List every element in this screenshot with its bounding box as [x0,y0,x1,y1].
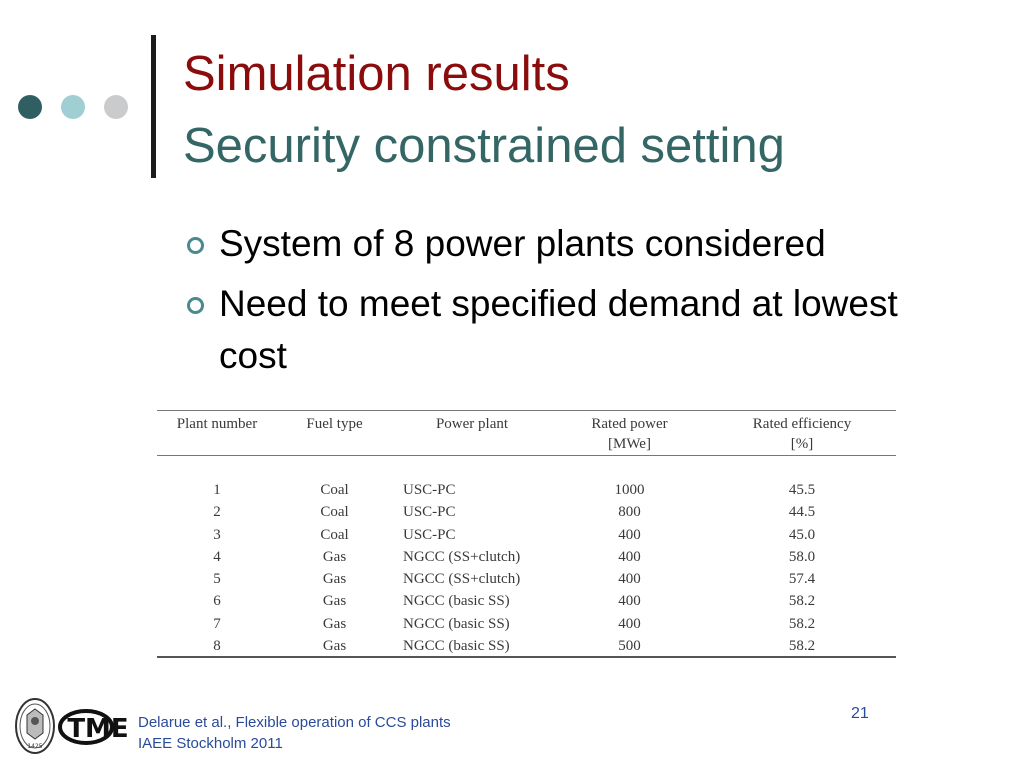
bullet-marker-icon [187,237,204,254]
header-fuel-type: Fuel type [306,416,363,432]
cell-plant-number: 6 [213,593,221,610]
header-rated-power-label: Rated power [591,416,668,432]
cell-rated-power: 500 [618,638,641,655]
cell-fuel-type: Gas [322,548,347,565]
cell-rated-power: 800 [618,504,641,521]
cell-rated-efficiency: 57.4 [788,571,816,588]
bullet-item: System of 8 power plants considered [186,218,966,270]
bullet-text: System of 8 power plants considered [219,223,826,264]
bullet-list: System of 8 power plants considered Need… [186,218,966,390]
power-plant-table: Plant number Fuel type Power plant Rated… [157,410,896,658]
bullet-item: Need to meet specified demand at lowest … [186,278,966,382]
cell-rated-power: 400 [618,593,641,610]
footer-line-1: Delarue et al., Flexible operation of CC… [138,714,451,731]
footer-citation: Delarue et al., Flexible operation of CC… [138,712,451,754]
cell-power-plant: USC-PC [403,526,456,543]
cell-plant-number: 1 [213,482,221,498]
cell-plant-number: 7 [213,615,221,632]
cell-rated-efficiency: 58.0 [788,548,816,565]
header-rated-power-unit: [MWe] [608,436,651,452]
table-body: 1 Coal USC-PC 1000 45.5 2 Coal USC-PC 80… [157,479,896,657]
cell-rated-efficiency: 45.5 [788,482,816,498]
cell-plant-number: 2 [213,504,221,521]
header-rated-power: Rated power [MWe] [567,414,692,454]
cell-rated-power: 1000 [614,482,645,498]
footer-line-2: IAEE Stockholm 2011 [138,735,283,752]
header-rated-efficiency-unit: [%] [790,436,814,452]
cell-rated-efficiency: 58.2 [788,638,816,655]
table-row: 8 Gas NGCC (basic SS) 500 58.2 [157,635,896,657]
cell-power-plant: NGCC (basic SS) [403,593,510,610]
cell-rated-power: 400 [618,548,641,565]
table-row: 6 Gas NGCC (basic SS) 400 58.2 [157,590,896,612]
cell-rated-efficiency: 58.2 [788,615,816,632]
table-row: 3 Coal USC-PC 400 45.0 [157,524,896,546]
table-row: 7 Gas NGCC (basic SS) 400 58.2 [157,613,896,635]
cell-rated-power: 400 [618,526,641,543]
title-divider-bar [151,35,156,178]
table-bottom-rule [157,656,896,658]
table-header-rule [157,455,896,456]
decor-dot-light [61,95,85,119]
cell-power-plant: NGCC (SS+clutch) [403,571,521,588]
cell-plant-number: 5 [213,571,221,588]
slide-title: Simulation results [183,47,570,101]
table-row: 5 Gas NGCC (SS+clutch) 400 57.4 [157,568,896,590]
cell-fuel-type: Coal [320,482,349,498]
cell-fuel-type: Gas [322,638,347,655]
bullet-marker-icon [187,297,204,314]
decor-dot-grey [104,95,128,119]
tme-logo-text: TME [67,714,128,744]
university-seal-logo: 1425 [15,698,55,754]
table-top-rule [157,410,896,411]
cell-fuel-type: Gas [322,615,347,632]
cell-fuel-type: Coal [320,526,349,543]
cell-plant-number: 3 [213,526,221,543]
page-number: 21 [851,705,869,722]
seal-year: 1425 [27,743,42,750]
cell-rated-power: 400 [618,615,641,632]
cell-power-plant: NGCC (basic SS) [403,615,510,632]
cell-power-plant: NGCC (basic SS) [403,638,510,655]
tme-logo: TME [58,709,129,745]
table-row: 1 Coal USC-PC 1000 45.5 [157,479,896,501]
table-row: 2 Coal USC-PC 800 44.5 [157,501,896,523]
cell-fuel-type: Gas [322,571,347,588]
table-row: 4 Gas NGCC (SS+clutch) 400 58.0 [157,546,896,568]
cell-fuel-type: Coal [320,504,349,521]
cell-rated-power: 400 [618,571,641,588]
cell-rated-efficiency: 45.0 [788,526,816,543]
header-power-plant: Power plant [435,416,509,432]
cell-power-plant: USC-PC [403,482,456,498]
slide-subtitle: Security constrained setting [183,119,785,173]
cell-fuel-type: Gas [322,593,347,610]
decor-dot-dark [18,95,42,119]
cell-plant-number: 4 [213,548,221,565]
cell-rated-efficiency: 44.5 [788,504,816,521]
cell-power-plant: NGCC (SS+clutch) [403,548,521,565]
cell-plant-number: 8 [213,638,221,655]
header-rated-efficiency-label: Rated efficiency [752,416,852,432]
header-rated-efficiency: Rated efficiency [%] [732,414,872,454]
cell-power-plant: USC-PC [403,504,456,521]
bullet-text: Need to meet specified demand at lowest … [219,283,898,376]
cell-rated-efficiency: 58.2 [788,593,816,610]
header-plant-number: Plant number [176,416,258,432]
